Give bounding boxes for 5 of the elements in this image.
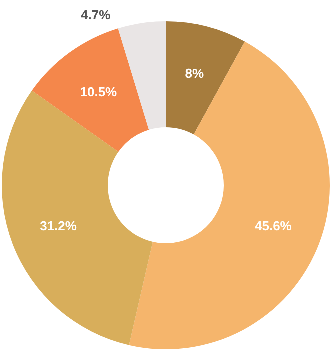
data-label: 45.6%: [255, 218, 292, 234]
data-label: 10.5%: [80, 84, 118, 100]
data-label: 4.7%: [81, 7, 112, 22]
data-label: 31.2%: [40, 218, 78, 234]
data-label: 8%: [185, 66, 204, 82]
